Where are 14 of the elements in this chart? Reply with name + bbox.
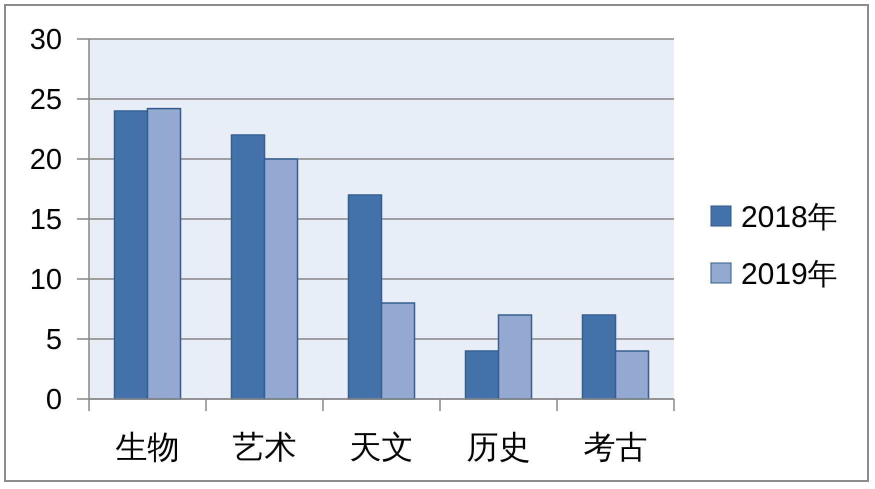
legend-label: 2018年 — [741, 201, 838, 234]
x-tick-label: 生物 — [116, 428, 180, 466]
y-tick-label: 5 — [46, 324, 62, 356]
x-tick-label: 艺术 — [232, 428, 296, 466]
x-tick-label: 天文 — [350, 428, 414, 466]
y-tick-label: 25 — [30, 84, 62, 116]
y-tick-label: 30 — [30, 24, 62, 56]
y-tick-label: 20 — [30, 144, 62, 176]
y-tick-label: 0 — [46, 384, 62, 416]
x-tick-label: 历史 — [466, 428, 530, 466]
y-tick-label: 10 — [30, 264, 62, 296]
legend-label: 2019年 — [741, 258, 838, 291]
y-tick-label: 15 — [30, 204, 62, 236]
x-tick-label: 考古 — [584, 428, 648, 466]
